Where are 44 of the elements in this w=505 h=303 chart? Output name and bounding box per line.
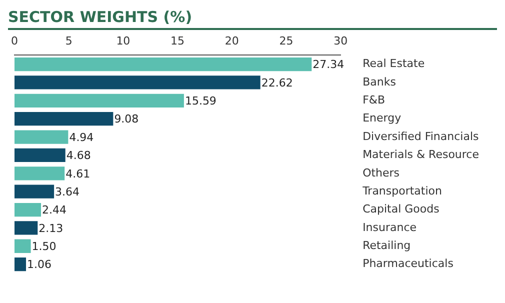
bar [14, 166, 65, 180]
bar [14, 112, 114, 126]
x-tick-label: 25 [279, 34, 294, 48]
x-tick-label: 5 [65, 34, 72, 48]
data-label: 9.08 [114, 112, 139, 126]
chart-title: SECTOR WEIGHTS (%) [8, 8, 497, 30]
bar [14, 221, 38, 235]
y-tick-label: Real Estate [362, 57, 425, 70]
y-tick-label: Materials & Resource [362, 148, 480, 162]
data-label: 4.94 [69, 130, 94, 144]
data-label: 1.06 [27, 258, 52, 272]
x-tick-label: 30 [334, 34, 348, 48]
y-tick-label: Capital Goods [362, 202, 440, 216]
data-label: 4.61 [66, 167, 90, 180]
bar [14, 57, 312, 72]
data-label: 4.68 [66, 149, 91, 162]
data-label: 15.59 [184, 94, 216, 108]
y-tick-label: Banks [362, 75, 396, 88]
data-label: 2.13 [38, 222, 64, 235]
y-tick-label: Energy [362, 112, 402, 125]
data-label: 2.44 [42, 204, 67, 217]
bar [14, 148, 66, 162]
bar [14, 130, 68, 144]
x-tick-label: 0 [11, 34, 18, 48]
data-label: 3.64 [55, 185, 80, 198]
bar [14, 257, 26, 272]
y-tick-label: Diversified Financials [362, 130, 480, 143]
bar [14, 239, 31, 253]
y-tick-label: Transportation [362, 184, 442, 198]
x-tick-label: 15 [170, 34, 185, 48]
bar [14, 202, 42, 217]
data-label: 27.34 [312, 58, 344, 72]
data-label: 22.62 [261, 76, 293, 90]
bar [14, 184, 54, 198]
y-tick-label: Retailing [362, 238, 411, 252]
bar [14, 94, 184, 108]
y-tick-label: Insurance [362, 220, 417, 234]
x-tick-label: 10 [116, 34, 130, 48]
x-tick-label: 20 [224, 34, 239, 48]
bar [14, 76, 260, 90]
data-label: 1.50 [32, 240, 56, 253]
y-tick-label: Others [362, 166, 400, 180]
y-tick-label: Pharmaceuticals [362, 257, 454, 270]
y-tick-label: F&B [362, 94, 386, 107]
